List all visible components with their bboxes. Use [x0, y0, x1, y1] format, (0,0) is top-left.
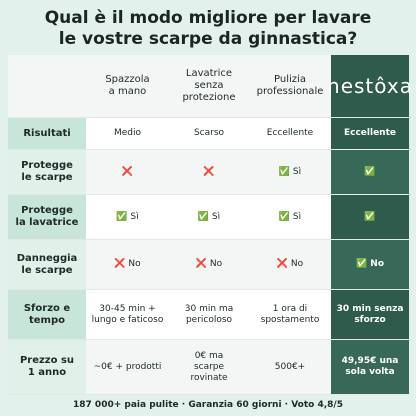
row-label: Sforzo e tempo	[8, 290, 86, 340]
table-cell: ~0€ + prodotti	[86, 340, 169, 395]
table-cell: 1 ora di spostamento	[249, 290, 331, 340]
column-header: Spazzola a mano	[86, 55, 169, 118]
title: Qual è il modo migliore per lavare le vo…	[44, 8, 372, 49]
brand-cell: Eccellente	[331, 118, 409, 150]
brand-cell: ✅	[331, 150, 409, 195]
table-cell: ❌	[169, 150, 249, 195]
table-cell: ✅ Sì	[86, 195, 169, 240]
column-header: Lavatrice senza protezione	[169, 55, 249, 118]
row-label: Protegge le scarpe	[8, 150, 86, 195]
brand-logo: nestôxa	[327, 55, 412, 118]
row-label: Prezzo su 1 anno	[8, 340, 86, 395]
brand-cell: ✅ No	[331, 240, 409, 290]
row-label: Danneggia le scarpe	[8, 240, 86, 290]
footer: 187 000+ paia pulite · Garanzia 60 giorn…	[73, 400, 343, 410]
comparison-table: Spazzola a mano Lavatrice senza protezion…	[8, 55, 412, 395]
table-cell: 30 min ma pericoloso	[169, 290, 249, 340]
table-cell: ❌ No	[86, 240, 169, 290]
table-cell: ❌ No	[169, 240, 249, 290]
table-cell: Eccellente	[249, 118, 331, 150]
table-cell: 500€+	[249, 340, 331, 395]
table-cell: ❌	[86, 150, 169, 195]
table-cell: 30-45 min + lungo e faticoso	[86, 290, 169, 340]
table-cell: 0€ ma scarpe rovinate	[169, 340, 249, 395]
table-cell: ✅ Sì	[169, 195, 249, 240]
brand-cell: ✅	[331, 195, 409, 240]
table-cell: ❌ No	[249, 240, 331, 290]
table-cell: Scarso	[169, 118, 249, 150]
brand-cell: 49,95€ una sola volta	[331, 340, 409, 395]
row-label: Protegge la lavatrice	[8, 195, 86, 240]
table-cell: Medio	[86, 118, 169, 150]
row-label: Risultati	[8, 118, 86, 150]
column-header: Pulizia professionale	[249, 55, 331, 118]
table-cell: ✅ Sì	[249, 150, 331, 195]
brand-cell: 30 min senza sforzo	[331, 290, 409, 340]
corner-cell	[8, 55, 86, 118]
table-cell: ✅ Sì	[249, 195, 331, 240]
